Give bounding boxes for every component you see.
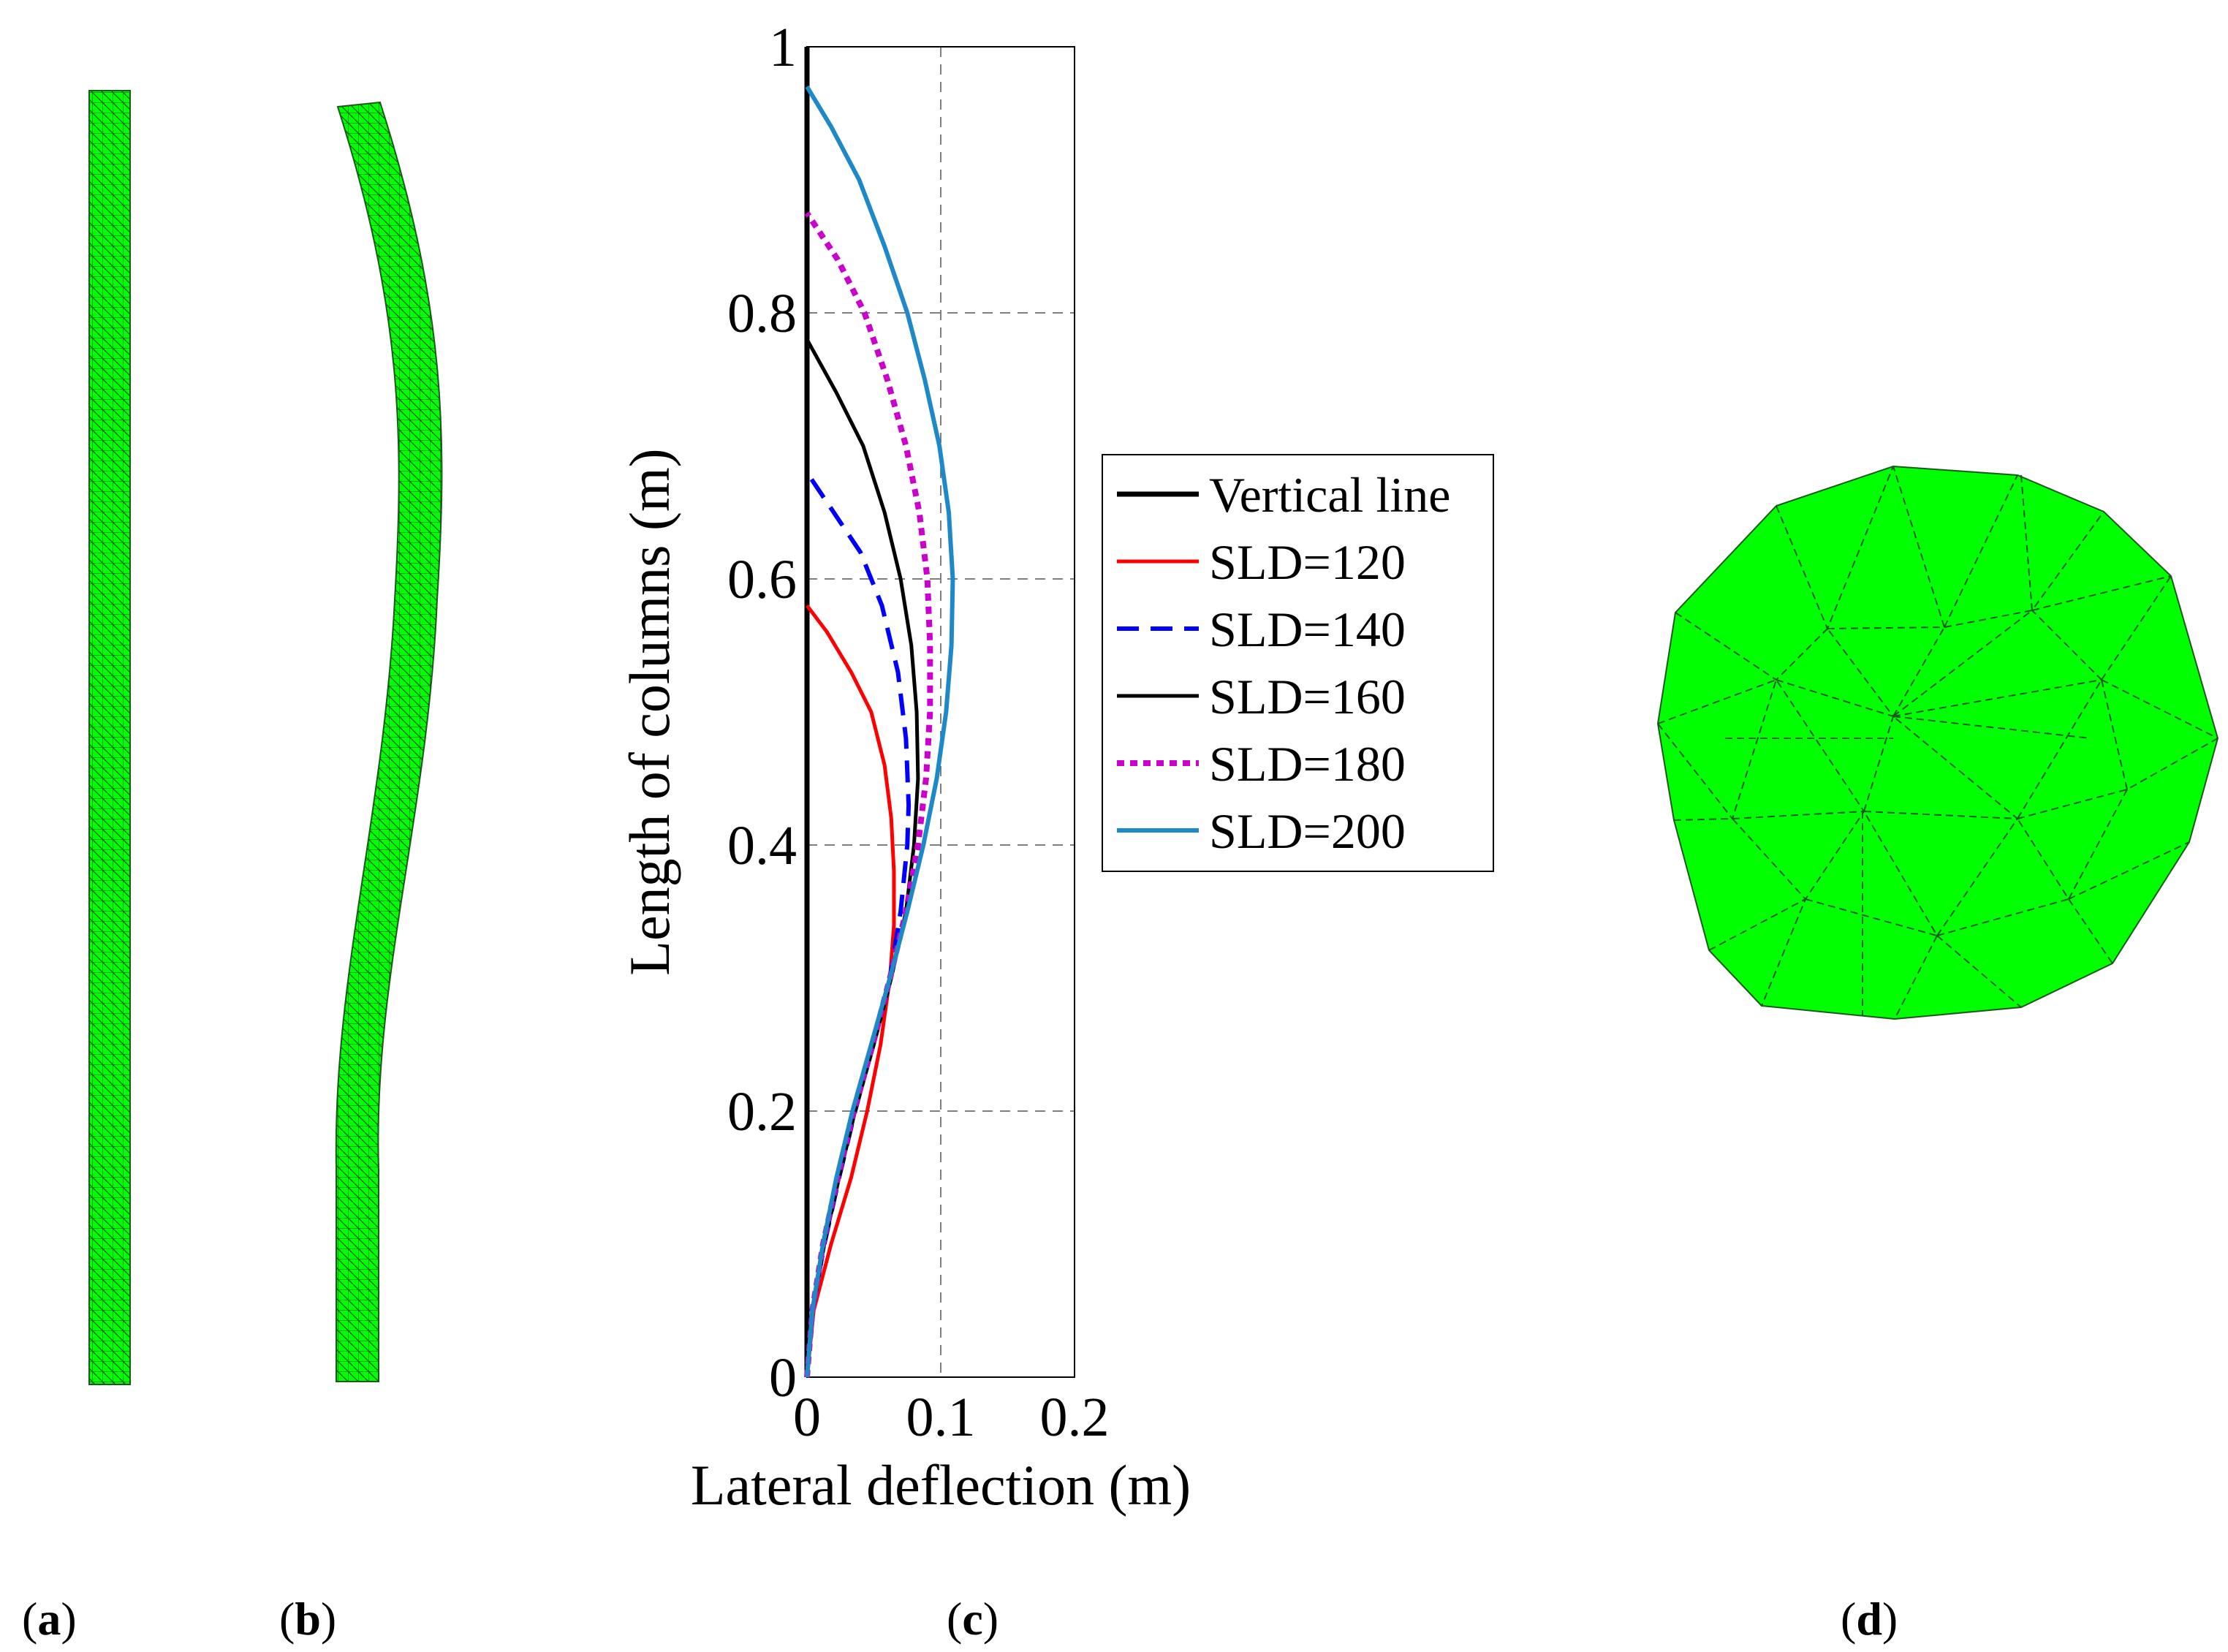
legend-label: SLD=120 <box>1209 534 1406 590</box>
x-tick-label: 0.2 <box>1040 1387 1110 1448</box>
grid-lines <box>807 47 1075 1377</box>
legend-label: SLD=160 <box>1209 669 1406 724</box>
legend-label: Vertical line <box>1209 467 1450 523</box>
y-tick-label: 0.6 <box>727 549 797 610</box>
y-tick-label: 0.8 <box>727 283 797 344</box>
caption-a-letter: a <box>37 1593 61 1645</box>
panel-b-buckled-column <box>335 101 443 1382</box>
caption-b: (b) <box>279 1593 337 1645</box>
cross-section-mesh-lines <box>1657 466 2218 1020</box>
legend-label: SLD=200 <box>1209 803 1406 859</box>
caption-b-letter: b <box>295 1593 321 1645</box>
y-tick-label: 0.4 <box>727 815 797 876</box>
y-tick-label: 0.2 <box>727 1081 797 1143</box>
series-line-sld-200 <box>805 86 955 1378</box>
straight-column-mesh <box>88 90 131 1385</box>
legend: Vertical line SLD=120 SLD=140 SLD=160 SLD=18… <box>1102 454 1494 872</box>
tick-labels: 0 0.1 0.2 0 0.2 0.4 0.6 0.8 1 <box>727 17 1110 1448</box>
panel-a-straight-column <box>88 90 131 1385</box>
x-tick-label: 0.1 <box>906 1387 976 1448</box>
caption-c-letter: c <box>962 1593 983 1645</box>
panel-d-cross-section <box>1656 465 2219 1020</box>
y-axis-label: Length of columns (m) <box>618 448 681 975</box>
cross-section-mesh <box>1656 465 2219 1020</box>
series-group <box>804 47 955 1378</box>
x-axis-label: Lateral deflection (m) <box>691 1453 1191 1517</box>
panel-c-chart: 0 0.1 0.2 0 0.2 0.4 0.6 0.8 1 Lateral deflection… <box>618 17 1494 1517</box>
buckled-column-mesh <box>335 101 443 1382</box>
caption-d: (d) <box>1841 1593 1898 1645</box>
legend-label: SLD=140 <box>1209 602 1406 657</box>
caption-c: (c) <box>947 1593 999 1645</box>
y-tick-label: 1 <box>769 17 797 78</box>
legend-box <box>1102 454 1494 872</box>
caption-d-letter: d <box>1856 1593 1882 1645</box>
x-tick-label: 0 <box>793 1387 821 1448</box>
legend-label: SLD=180 <box>1209 736 1406 792</box>
series-line-sld-120 <box>805 604 896 1378</box>
y-tick-label: 0 <box>769 1347 797 1409</box>
series-line-sld-180 <box>804 211 933 1378</box>
caption-a: (a) <box>22 1593 77 1645</box>
